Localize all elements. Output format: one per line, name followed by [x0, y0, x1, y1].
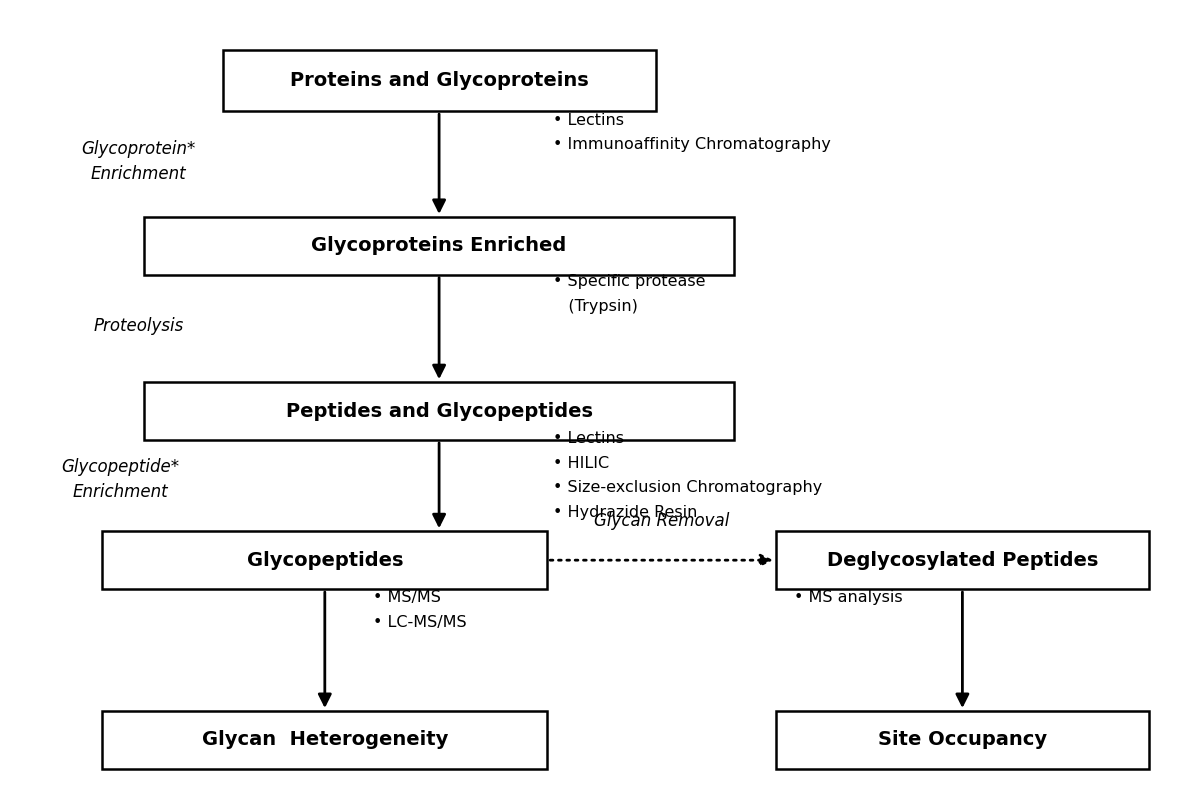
Text: Glycoprotein*
Enrichment: Glycoprotein* Enrichment — [81, 139, 196, 183]
Text: Glycan  Heterogeneity: Glycan Heterogeneity — [202, 730, 448, 750]
Text: Proteolysis: Proteolysis — [93, 318, 184, 335]
Text: Peptides and Glycopeptides: Peptides and Glycopeptides — [285, 401, 593, 421]
Text: • MS/MS
• LC-MS/MS: • MS/MS • LC-MS/MS — [373, 590, 467, 629]
Text: Glycan Removal: Glycan Removal — [594, 513, 729, 530]
FancyBboxPatch shape — [144, 382, 734, 440]
Text: • Lectins
• HILIC
• Size-exclusion Chromatography
• Hydrazide Resin: • Lectins • HILIC • Size-exclusion Chrom… — [553, 431, 823, 520]
FancyBboxPatch shape — [102, 711, 547, 769]
Text: Glycopeptide*
Enrichment: Glycopeptide* Enrichment — [61, 458, 179, 501]
Text: Glycoproteins Enriched: Glycoproteins Enriched — [312, 236, 567, 256]
Text: • Specific protease
   (Trypsin): • Specific protease (Trypsin) — [553, 274, 706, 314]
Text: Proteins and Glycoproteins: Proteins and Glycoproteins — [290, 71, 588, 90]
FancyBboxPatch shape — [144, 217, 734, 275]
Text: Site Occupancy: Site Occupancy — [878, 730, 1047, 750]
FancyBboxPatch shape — [102, 531, 547, 589]
FancyBboxPatch shape — [223, 50, 656, 110]
Text: Glycopeptides: Glycopeptides — [247, 550, 403, 570]
FancyBboxPatch shape — [776, 711, 1149, 769]
Text: Deglycosylated Peptides: Deglycosylated Peptides — [826, 550, 1098, 570]
Text: • MS analysis: • MS analysis — [794, 590, 902, 605]
FancyBboxPatch shape — [776, 531, 1149, 589]
Text: • Lectins
• Immunoaffinity Chromatography: • Lectins • Immunoaffinity Chromatograph… — [553, 113, 831, 152]
